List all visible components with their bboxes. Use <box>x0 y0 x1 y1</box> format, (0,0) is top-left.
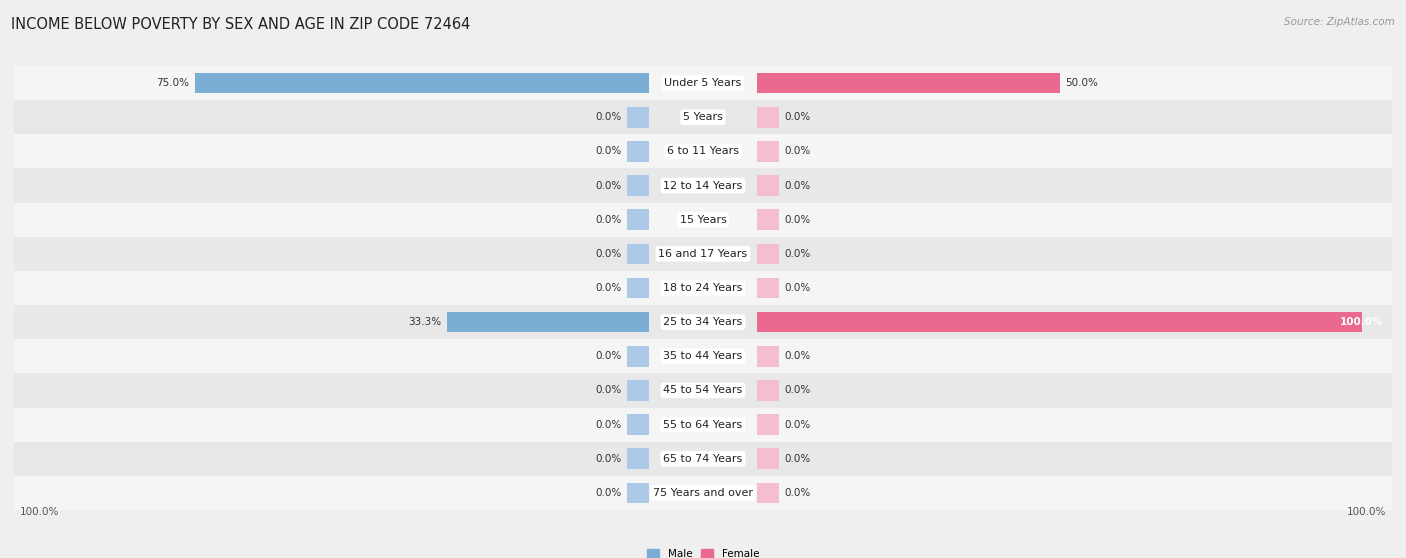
Bar <box>758 449 779 469</box>
Text: 0.0%: 0.0% <box>595 215 621 225</box>
Bar <box>14 476 1392 510</box>
Text: 0.0%: 0.0% <box>785 215 811 225</box>
Bar <box>758 415 779 435</box>
Text: 0.0%: 0.0% <box>595 146 621 156</box>
Bar <box>758 346 779 367</box>
Bar <box>14 66 1392 100</box>
Bar <box>627 107 648 128</box>
Bar <box>758 380 779 401</box>
Bar <box>14 271 1392 305</box>
Bar <box>14 305 1392 339</box>
Text: 0.0%: 0.0% <box>595 249 621 259</box>
Text: 0.0%: 0.0% <box>595 352 621 361</box>
Text: 35 to 44 Years: 35 to 44 Years <box>664 352 742 361</box>
Bar <box>758 483 779 503</box>
Bar <box>758 278 779 298</box>
Bar <box>627 278 648 298</box>
Bar <box>758 107 779 128</box>
Bar <box>14 407 1392 441</box>
Bar <box>14 134 1392 169</box>
Text: 0.0%: 0.0% <box>595 420 621 430</box>
Bar <box>447 312 648 333</box>
Text: 0.0%: 0.0% <box>785 386 811 396</box>
Text: 0.0%: 0.0% <box>785 352 811 361</box>
Bar <box>627 141 648 162</box>
Text: 0.0%: 0.0% <box>595 181 621 190</box>
Text: 50.0%: 50.0% <box>1066 78 1098 88</box>
Text: INCOME BELOW POVERTY BY SEX AND AGE IN ZIP CODE 72464: INCOME BELOW POVERTY BY SEX AND AGE IN Z… <box>11 17 471 32</box>
Text: 0.0%: 0.0% <box>785 112 811 122</box>
Bar <box>14 203 1392 237</box>
Text: 12 to 14 Years: 12 to 14 Years <box>664 181 742 190</box>
Bar <box>627 415 648 435</box>
Text: 75 Years and over: 75 Years and over <box>652 488 754 498</box>
Bar <box>758 73 1060 93</box>
Bar <box>627 380 648 401</box>
Text: 75.0%: 75.0% <box>156 78 190 88</box>
Text: 0.0%: 0.0% <box>785 454 811 464</box>
Text: 100.0%: 100.0% <box>20 507 59 517</box>
Text: 45 to 54 Years: 45 to 54 Years <box>664 386 742 396</box>
Text: 55 to 64 Years: 55 to 64 Years <box>664 420 742 430</box>
Bar <box>758 312 1362 333</box>
Bar <box>758 141 779 162</box>
Text: 0.0%: 0.0% <box>595 488 621 498</box>
Text: 100.0%: 100.0% <box>1340 317 1384 327</box>
Legend: Male, Female: Male, Female <box>643 545 763 558</box>
Text: 0.0%: 0.0% <box>785 488 811 498</box>
Bar <box>195 73 648 93</box>
Text: 100.0%: 100.0% <box>1347 507 1386 517</box>
Text: 6 to 11 Years: 6 to 11 Years <box>666 146 740 156</box>
Text: Source: ZipAtlas.com: Source: ZipAtlas.com <box>1284 17 1395 27</box>
Bar <box>627 449 648 469</box>
Bar <box>758 244 779 264</box>
Text: 0.0%: 0.0% <box>785 420 811 430</box>
Text: 0.0%: 0.0% <box>595 112 621 122</box>
Bar <box>14 237 1392 271</box>
Bar <box>14 100 1392 134</box>
Bar <box>14 441 1392 476</box>
Bar <box>627 209 648 230</box>
Text: 0.0%: 0.0% <box>785 146 811 156</box>
Bar <box>14 169 1392 203</box>
Bar <box>14 339 1392 373</box>
Text: 5 Years: 5 Years <box>683 112 723 122</box>
Text: Under 5 Years: Under 5 Years <box>665 78 741 88</box>
Bar <box>627 175 648 196</box>
Text: 15 Years: 15 Years <box>679 215 727 225</box>
Text: 0.0%: 0.0% <box>785 249 811 259</box>
Text: 0.0%: 0.0% <box>595 283 621 293</box>
Bar <box>627 483 648 503</box>
Bar <box>627 346 648 367</box>
Text: 16 and 17 Years: 16 and 17 Years <box>658 249 748 259</box>
Bar <box>14 373 1392 407</box>
Text: 0.0%: 0.0% <box>785 283 811 293</box>
Text: 18 to 24 Years: 18 to 24 Years <box>664 283 742 293</box>
Bar <box>627 244 648 264</box>
Text: 25 to 34 Years: 25 to 34 Years <box>664 317 742 327</box>
Text: 65 to 74 Years: 65 to 74 Years <box>664 454 742 464</box>
Bar <box>758 175 779 196</box>
Text: 0.0%: 0.0% <box>595 386 621 396</box>
Text: 0.0%: 0.0% <box>785 181 811 190</box>
Text: 33.3%: 33.3% <box>408 317 441 327</box>
Text: 0.0%: 0.0% <box>595 454 621 464</box>
Bar <box>758 209 779 230</box>
